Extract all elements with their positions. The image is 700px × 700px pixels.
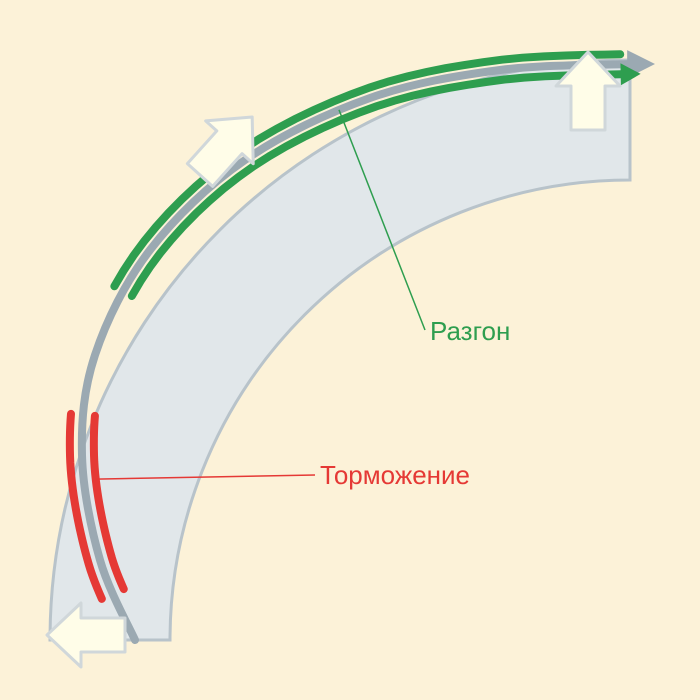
accel-label: Разгон: [430, 316, 510, 346]
braking-label: Торможение: [320, 460, 470, 490]
